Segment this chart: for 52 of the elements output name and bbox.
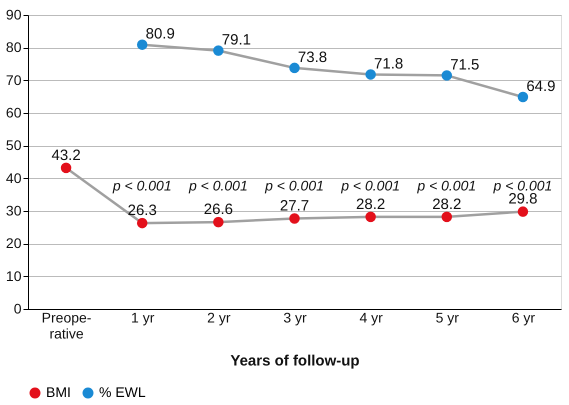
annotation: p < 0.001 xyxy=(416,177,476,194)
point xyxy=(442,70,452,81)
data-label: 26.3 xyxy=(128,202,157,220)
annotation: p < 0.001 xyxy=(264,177,324,194)
y-tick-label: 50 xyxy=(6,137,22,154)
data-label: 80.9 xyxy=(146,26,175,43)
point xyxy=(136,39,148,50)
data-label: 29.8 xyxy=(508,190,538,208)
y-tick-label: 20 xyxy=(6,235,22,252)
y-tick-label: 0 xyxy=(14,300,22,316)
y-tick-label: 40 xyxy=(6,170,22,186)
x-tick-label: 6 yr xyxy=(512,310,536,326)
point xyxy=(518,206,528,217)
point xyxy=(60,162,72,174)
x-tick-label: 4 yr xyxy=(359,310,384,326)
point xyxy=(213,45,224,56)
data-label: 71.5 xyxy=(450,56,480,74)
x-tick-label: 3 yr xyxy=(283,310,308,326)
legend-label: % EWL xyxy=(99,384,146,400)
point xyxy=(289,213,300,224)
data-label: 64.9 xyxy=(526,78,556,95)
data-label: 71.8 xyxy=(374,55,404,72)
y-tick-label: 30 xyxy=(6,202,22,218)
data-label: 43.2 xyxy=(51,146,81,164)
annotation: p < 0.001 xyxy=(188,177,248,194)
y-tick-label: 80 xyxy=(6,39,22,56)
legend-label: BMI xyxy=(46,384,71,400)
x-tick-label: 2 yr xyxy=(207,310,231,326)
y-tick-label: 60 xyxy=(6,104,22,120)
annotation: p < 0.001 xyxy=(340,177,400,194)
point xyxy=(289,62,300,74)
point xyxy=(365,212,376,222)
x-tick-label: 5 yr xyxy=(436,310,460,326)
y-tick-label: 10 xyxy=(6,268,22,284)
point xyxy=(365,69,376,80)
data-label: 79.1 xyxy=(222,32,251,49)
point xyxy=(442,212,452,222)
point xyxy=(518,92,528,102)
annotation: p < 0.001 xyxy=(492,177,552,194)
data-label: 26.6 xyxy=(204,201,233,218)
data-label: 27.7 xyxy=(280,198,310,215)
x-tick-label: Preope-rative xyxy=(42,310,92,342)
y-tick-label: 70 xyxy=(6,72,22,88)
data-label: 28.2 xyxy=(356,196,386,213)
x-axis-title: Years of follow-up xyxy=(230,352,360,370)
data-label: 28.2 xyxy=(432,196,462,213)
annotation: p < 0.001 xyxy=(112,177,172,194)
y-tick-label: 90 xyxy=(6,6,22,22)
x-tick-label: 1 yr xyxy=(131,310,155,326)
point xyxy=(213,216,224,228)
point xyxy=(136,218,148,228)
data-label: 73.8 xyxy=(298,48,328,66)
